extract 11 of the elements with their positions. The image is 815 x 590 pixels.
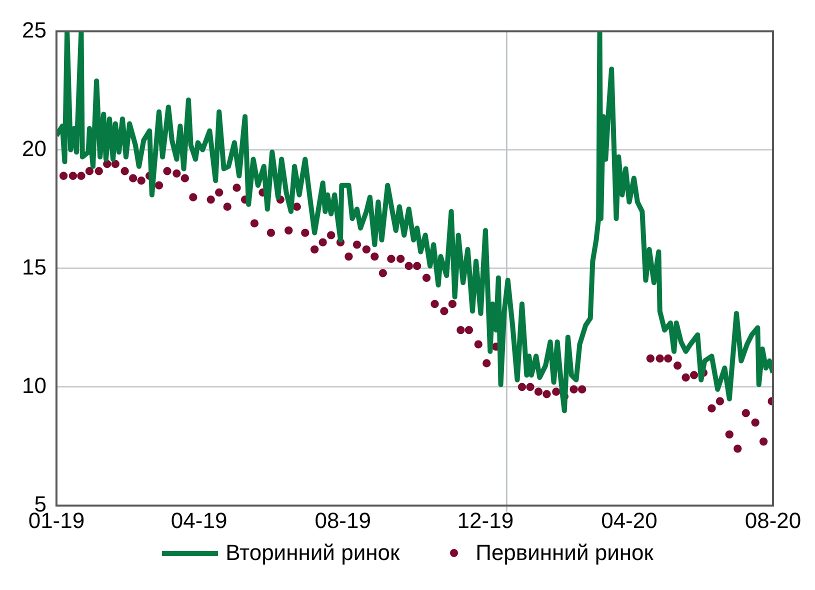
x-tick-label: 04-20 (601, 508, 658, 533)
x-tick-label: 08-19 (314, 508, 371, 533)
y-tick-label: 10 (22, 373, 46, 398)
x-tick-label: 04-19 (170, 508, 228, 533)
legend-label: Первинний ринок (476, 540, 654, 566)
x-tick-label: 08-20 (744, 508, 802, 533)
y-tick-label: 20 (22, 136, 46, 161)
legend-label: Вторинний ринок (226, 540, 400, 566)
y-tick-label: 25 (22, 17, 46, 42)
x-tick-label: 12-19 (457, 508, 514, 533)
y-tick-label: 15 (22, 254, 46, 280)
